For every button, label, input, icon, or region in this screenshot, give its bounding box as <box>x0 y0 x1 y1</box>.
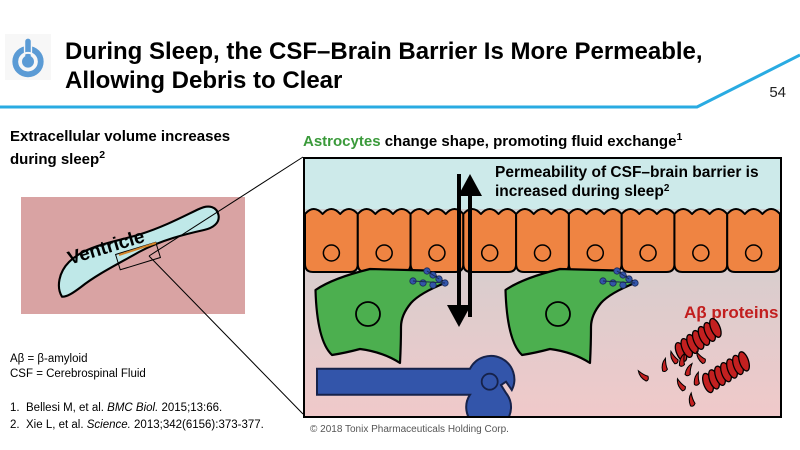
svg-text:Permeability of CSF–brain barr: Permeability of CSF–brain barrier is <box>495 164 759 181</box>
svg-text:increased during sleep2: increased during sleep2 <box>495 183 670 201</box>
svg-text:Aβ proteins: Aβ proteins <box>684 303 778 322</box>
